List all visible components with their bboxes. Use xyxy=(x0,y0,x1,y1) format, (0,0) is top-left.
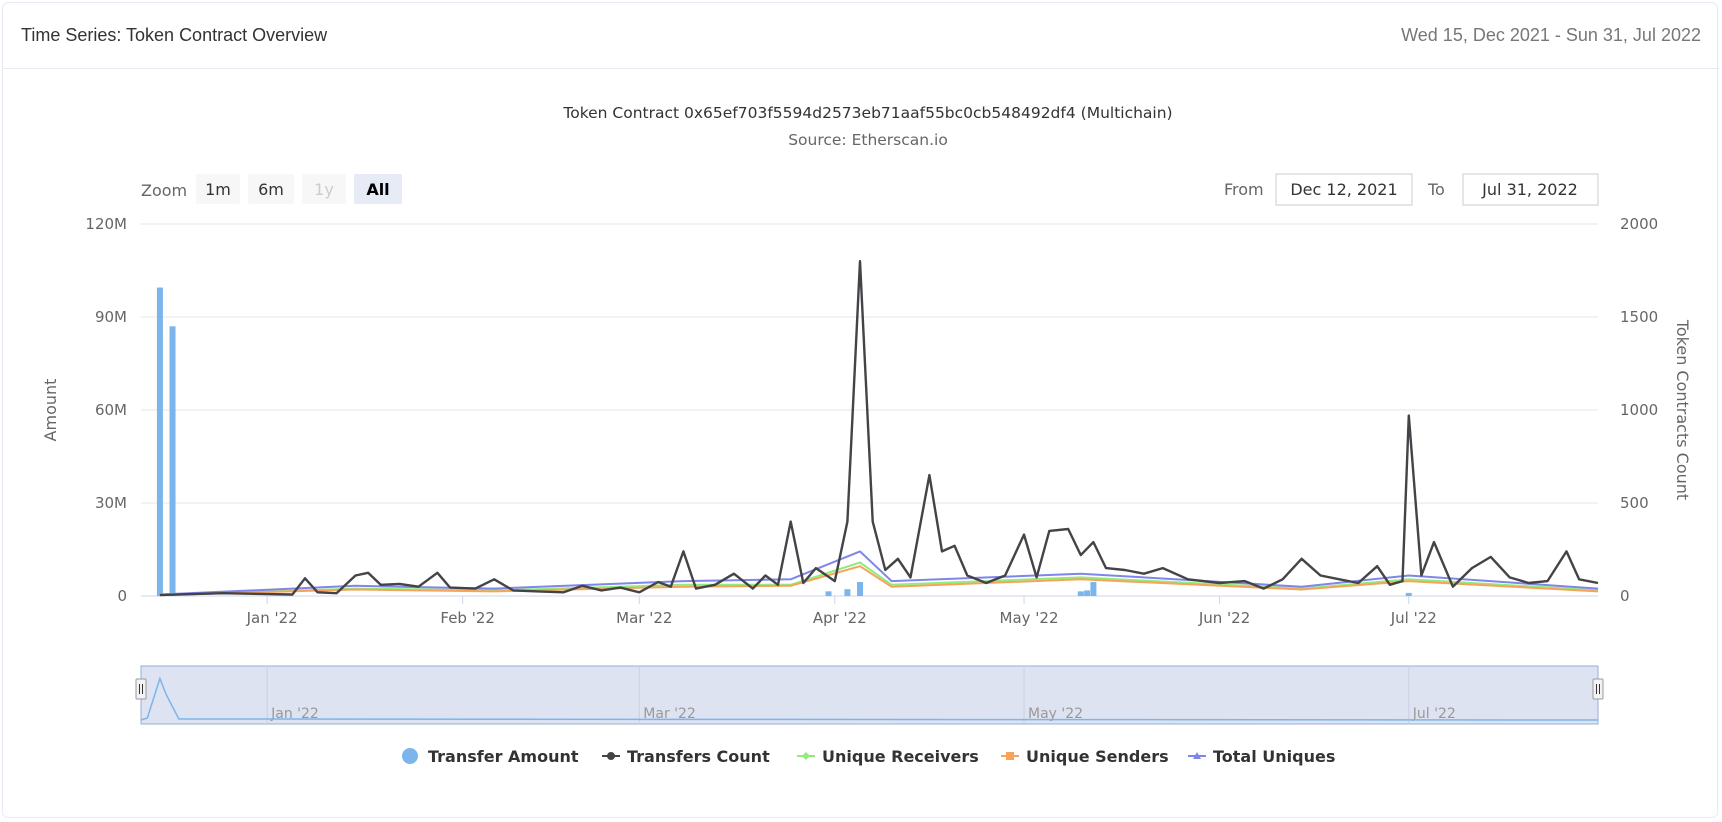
series-transfers-count xyxy=(159,260,1599,597)
zoom-button-1y[interactable]: 1y xyxy=(302,174,346,204)
y-axis-right: 0 500 1000 1500 2000 xyxy=(1620,215,1658,605)
x-tick-label: Mar '22 xyxy=(616,609,672,627)
y-right-tick-label: 1500 xyxy=(1620,308,1658,326)
zoom-label: Zoom xyxy=(141,181,187,200)
transfer-amount-bar xyxy=(1405,592,1412,596)
series-transfer-amount xyxy=(156,287,1412,596)
from-date-input[interactable]: Dec 12, 2021 xyxy=(1275,173,1413,206)
transfer-amount-bar xyxy=(1084,590,1091,596)
zoom-button-label: 1y xyxy=(314,180,334,199)
y-left-tick-label: 0 xyxy=(117,587,127,605)
y-right-tick-label: 500 xyxy=(1620,494,1649,512)
transfer-amount-bar xyxy=(169,326,176,596)
transfer-amount-bar xyxy=(825,591,832,596)
chart-title: Token Contract 0x65ef703f5594d2573eb71aa… xyxy=(562,104,1172,122)
from-label: From xyxy=(1224,180,1264,199)
transfer-amount-bar xyxy=(156,287,163,596)
navigator-tick-label: Jan '22 xyxy=(270,706,319,722)
navigator-series xyxy=(140,676,1599,721)
legend-item-total-uniques[interactable]: Total Uniques xyxy=(1188,747,1335,766)
transfer-amount-bar xyxy=(1077,591,1084,596)
card-title: Time Series: Token Contract Overview xyxy=(21,25,328,45)
zoom-button-label: 1m xyxy=(205,180,231,199)
x-tick-label: Jun '22 xyxy=(1198,609,1250,627)
to-date-input[interactable]: Jul 31, 2022 xyxy=(1462,173,1599,206)
transfer-amount-bar xyxy=(844,589,851,596)
legend: Transfer Amount Transfers Count Unique Rec… xyxy=(402,747,1335,766)
y-axis-right-title: Token Contracts Count xyxy=(1673,319,1692,500)
zoom-button-label: 6m xyxy=(258,180,284,199)
x-tick-label: Jan '22 xyxy=(246,609,298,627)
plot-area xyxy=(156,260,1599,597)
navigator-handle-left[interactable] xyxy=(135,678,147,700)
chart-subtitle: Source: Etherscan.io xyxy=(788,131,948,149)
zoom-button-6m[interactable]: 6m xyxy=(248,174,294,204)
zoom-button-label: All xyxy=(366,180,389,199)
legend-label: Unique Receivers xyxy=(822,747,979,766)
legend-item-transfer-amount[interactable]: Transfer Amount xyxy=(402,747,579,766)
navigator-handle-right[interactable] xyxy=(1592,678,1604,700)
navigator-mask xyxy=(140,665,1599,725)
y-right-tick-label: 1000 xyxy=(1620,401,1658,419)
navigator-tick-label: Jul '22 xyxy=(1412,706,1456,722)
zoom-button-all[interactable]: All xyxy=(354,174,402,204)
x-tick-label: Jul '22 xyxy=(1390,609,1437,627)
transfer-amount-bar xyxy=(857,582,864,596)
y-right-tick-label: 2000 xyxy=(1620,215,1658,233)
legend-label: Unique Senders xyxy=(1026,747,1169,766)
x-tick-label: May '22 xyxy=(1000,609,1059,627)
y-left-tick-label: 30M xyxy=(95,494,127,512)
y-right-tick-label: 0 xyxy=(1620,587,1630,605)
navigator-tick-label: May '22 xyxy=(1028,706,1083,722)
to-date-value: Jul 31, 2022 xyxy=(1481,180,1578,199)
y-axis-left: 0 30M 60M 90M 120M xyxy=(85,215,127,605)
series-total-uniques xyxy=(159,550,1599,596)
to-label: To xyxy=(1427,180,1445,199)
legend-label: Total Uniques xyxy=(1213,747,1335,766)
navigator-tick-label: Mar '22 xyxy=(643,706,696,722)
legend-item-transfers-count[interactable]: Transfers Count xyxy=(602,747,770,766)
zoom-button-1m[interactable]: 1m xyxy=(196,174,240,204)
y-left-tick-label: 120M xyxy=(85,215,127,233)
legend-item-unique-senders[interactable]: Unique Senders xyxy=(1001,747,1169,766)
y-left-tick-label: 90M xyxy=(95,308,127,326)
x-axis: Jan '22 Feb '22 Mar '22 Apr '22 May '22 Jun '… xyxy=(246,596,1437,627)
series-line xyxy=(159,260,1599,597)
navigator[interactable]: Jan '22 Mar '22 May '22 Jul '22 xyxy=(135,665,1604,725)
from-date-value: Dec 12, 2021 xyxy=(1290,180,1397,199)
x-tick-label: Apr '22 xyxy=(813,609,867,627)
legend-item-unique-receivers[interactable]: Unique Receivers xyxy=(797,747,979,766)
x-tick-label: Feb '22 xyxy=(440,609,495,627)
legend-label: Transfers Count xyxy=(627,747,770,766)
legend-label: Transfer Amount xyxy=(428,747,579,766)
grid-lines xyxy=(141,223,1598,597)
y-left-tick-label: 60M xyxy=(95,401,127,419)
date-range-label: Wed 15, Dec 2021 - Sun 31, Jul 2022 xyxy=(1401,25,1701,45)
y-axis-left-title: Amount xyxy=(41,379,60,442)
transfer-amount-bar xyxy=(1090,582,1097,596)
card-header: Time Series: Token Contract Overview Wed… xyxy=(3,3,1719,69)
